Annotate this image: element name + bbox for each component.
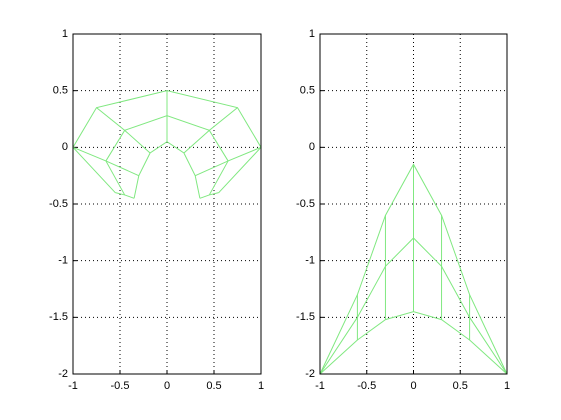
y-tick-label: 1 xyxy=(62,28,68,40)
mesh-column xyxy=(194,146,262,177)
x-tick-label: 0.5 xyxy=(206,380,221,392)
axes-frame xyxy=(319,33,508,375)
x-tick-label: 0 xyxy=(410,380,416,392)
x-tick-label: -1 xyxy=(315,380,325,392)
y-tick-label: -2 xyxy=(305,368,315,380)
y-tick-label: -0.5 xyxy=(296,198,315,210)
mesh-column xyxy=(96,107,151,154)
axes-frame xyxy=(72,33,262,375)
y-tick-label: 0.5 xyxy=(53,85,68,97)
y-tick-label: 0.5 xyxy=(300,85,315,97)
y-tick-label: -2 xyxy=(58,368,68,380)
x-tick-label: -0.5 xyxy=(357,380,376,392)
y-tick-label: -0.5 xyxy=(49,198,68,210)
mesh-column xyxy=(72,146,140,177)
y-tick-label: 0 xyxy=(309,141,315,153)
mesh-column xyxy=(199,192,219,199)
x-tick-label: 1 xyxy=(504,380,510,392)
mesh-column xyxy=(183,107,238,154)
y-tick-label: -1.5 xyxy=(296,311,315,323)
y-tick-label: 1 xyxy=(309,28,315,40)
x-tick-label: 1 xyxy=(258,380,264,392)
x-tick-label: 0 xyxy=(164,380,170,392)
y-tick-label: -1 xyxy=(58,255,68,267)
y-tick-label: 0 xyxy=(62,141,68,153)
mesh-column xyxy=(115,192,135,199)
x-tick-label: -0.5 xyxy=(111,380,130,392)
y-tick-label: -1.5 xyxy=(49,311,68,323)
x-tick-label: -1 xyxy=(68,380,78,392)
x-tick-label: 0.5 xyxy=(453,380,468,392)
y-tick-label: -1 xyxy=(305,255,315,267)
